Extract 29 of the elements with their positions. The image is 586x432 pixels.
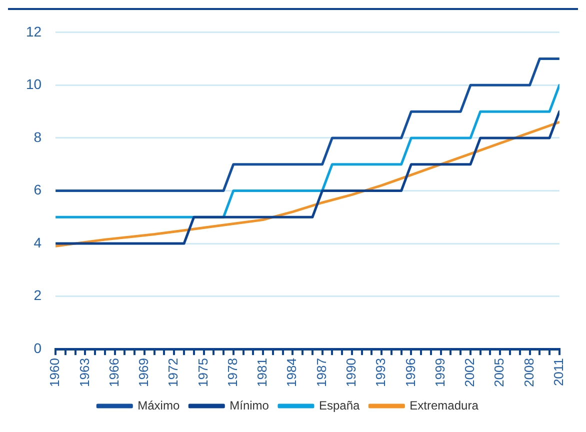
y-tick-label: 6 <box>34 182 42 198</box>
y-tick-label: 4 <box>34 234 42 250</box>
x-tick-label: 2005 <box>492 358 507 387</box>
y-tick-label: 10 <box>26 76 42 92</box>
x-tick-label: 1972 <box>166 358 181 387</box>
x-tick-label: 1996 <box>402 358 418 387</box>
y-tick-label: 0 <box>34 340 42 356</box>
legend-label: España <box>318 398 360 412</box>
x-tick-label: 1993 <box>373 358 388 387</box>
x-tick-label: 1984 <box>284 358 300 387</box>
y-tick-label: 8 <box>34 128 42 145</box>
y-tick-label: 12 <box>26 23 42 40</box>
x-tick-label: 1978 <box>224 358 240 387</box>
legend-label: Máximo <box>138 398 180 412</box>
y-tick-label: 2 <box>34 287 42 304</box>
x-tick-label: 1981 <box>254 358 270 387</box>
x-tick-label: 1987 <box>314 358 329 387</box>
x-tick-label: 1960 <box>47 358 62 387</box>
x-tick-label: 1975 <box>195 358 210 387</box>
x-tick-label: 1999 <box>432 358 448 387</box>
x-tick-label: 1966 <box>106 358 122 387</box>
x-tick-label: 1990 <box>344 358 359 387</box>
x-tick-label: 1963 <box>76 358 92 387</box>
legend-label: Mínimo <box>230 398 270 412</box>
x-tick-label: 1969 <box>136 358 152 387</box>
x-tick-label: 2008 <box>521 358 536 387</box>
x-tick-label: 2011 <box>550 358 566 386</box>
x-tick-label: 2002 <box>462 358 478 387</box>
legend-label: Extremadura <box>410 398 479 412</box>
